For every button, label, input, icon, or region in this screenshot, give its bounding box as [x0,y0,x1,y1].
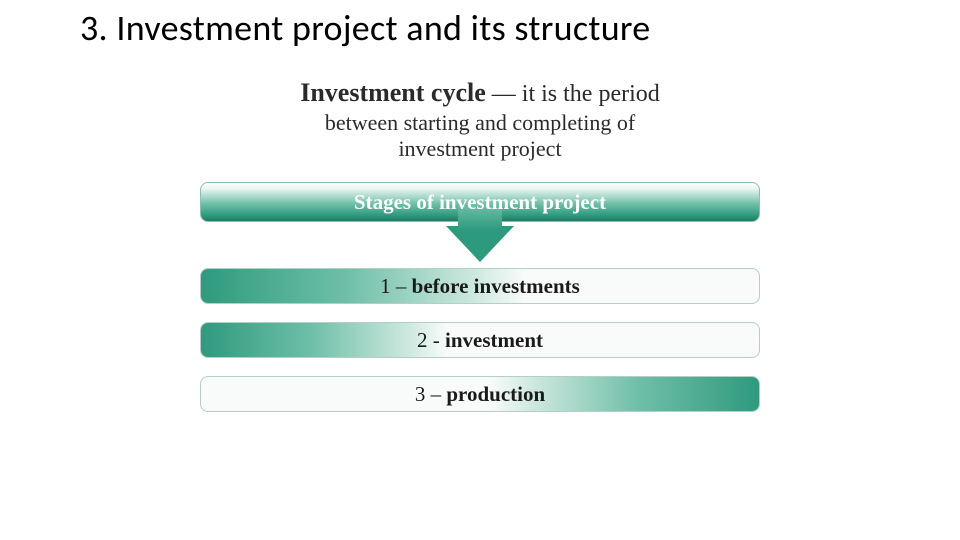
stage-2-prefix: 2 - [417,328,445,352]
definition-block: Investment cycle — it is the period betw… [130,78,830,162]
definition-term: Investment cycle [300,78,486,107]
down-arrow-holder [200,226,760,262]
stages-header-text: Stages of investment project [354,190,606,215]
content-area: Investment cycle — it is the period betw… [130,78,830,412]
stage-bar-2-text: 2 - investment [417,328,543,353]
definition-dash: — [492,81,516,107]
definition-line-1: Investment cycle — it is the period [130,78,830,108]
stage-3-prefix: 3 – [415,382,447,406]
stage-2-bold: investment [445,328,543,352]
stage-bar-1: 1 – before investments [200,268,760,304]
stages-diagram: Stages of investment project 1 – before … [200,182,760,412]
stage-1-bold: before investments [412,274,580,298]
down-arrow-icon [446,226,514,262]
definition-line-2: between starting and completing of [130,110,830,136]
stage-bar-2: 2 - investment [200,322,760,358]
stage-bar-3: 3 – production [200,376,760,412]
definition-line-3: investment project [130,136,830,162]
stage-bar-1-text: 1 – before investments [380,274,580,299]
slide-title: 3. Investment project and its structure [0,0,960,50]
stage-1-prefix: 1 – [380,274,412,298]
stage-bar-3-text: 3 – production [415,382,545,407]
stage-3-bold: production [446,382,545,406]
definition-tail-1: it is the period [522,81,660,107]
